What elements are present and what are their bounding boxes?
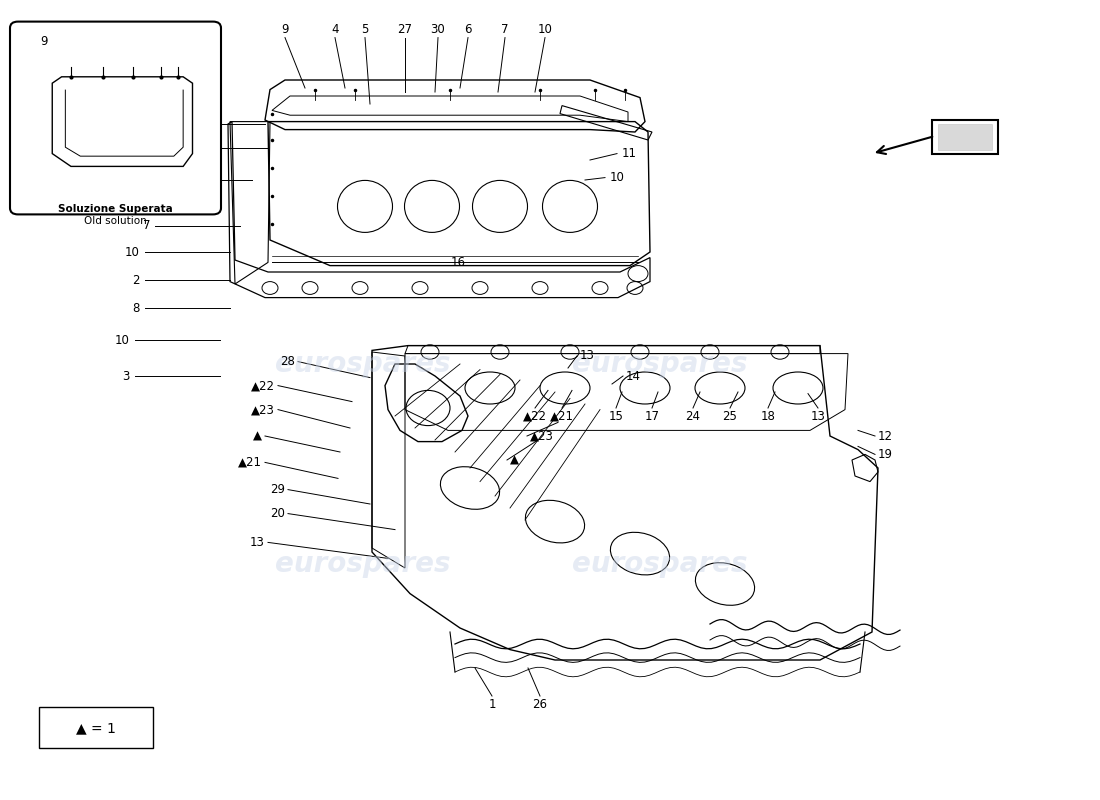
Text: 16: 16: [451, 256, 465, 269]
Text: 28: 28: [280, 355, 295, 368]
Text: 20: 20: [271, 507, 285, 520]
Text: ▲22: ▲22: [251, 379, 275, 392]
Text: 17: 17: [645, 410, 660, 422]
Text: ▲ = 1: ▲ = 1: [76, 721, 116, 735]
Text: 25: 25: [723, 410, 737, 422]
Text: 7: 7: [502, 23, 508, 36]
Text: ▲21: ▲21: [550, 410, 574, 422]
Text: eurospares: eurospares: [572, 550, 748, 578]
Text: 8: 8: [133, 302, 140, 314]
Text: ▲22: ▲22: [522, 410, 547, 422]
Text: 13: 13: [580, 350, 595, 362]
Text: 9: 9: [282, 23, 288, 36]
Polygon shape: [938, 124, 992, 150]
Text: 10: 10: [538, 23, 552, 36]
Text: 19: 19: [878, 448, 893, 461]
Text: 24: 24: [685, 410, 701, 422]
Text: 10: 10: [125, 246, 140, 258]
Text: 18: 18: [760, 410, 775, 422]
Text: 9: 9: [40, 35, 47, 48]
Text: 4: 4: [331, 23, 339, 36]
Text: 10: 10: [610, 171, 625, 184]
Text: ▲23: ▲23: [530, 430, 554, 442]
Text: Old solution: Old solution: [84, 216, 146, 226]
Text: 1: 1: [488, 698, 496, 710]
Text: 11: 11: [621, 147, 637, 160]
Text: 10: 10: [116, 334, 130, 346]
Text: 3: 3: [122, 370, 130, 382]
Text: ▲: ▲: [510, 454, 519, 466]
Text: 10: 10: [155, 174, 170, 186]
FancyBboxPatch shape: [10, 22, 221, 214]
Text: 6: 6: [464, 23, 472, 36]
Text: 9: 9: [183, 142, 190, 154]
Text: eurospares: eurospares: [275, 550, 451, 578]
Text: 13: 13: [811, 410, 825, 422]
Text: 15: 15: [608, 410, 624, 422]
Text: 5: 5: [361, 23, 368, 36]
Text: 10: 10: [175, 118, 190, 130]
FancyBboxPatch shape: [39, 707, 153, 748]
Text: 13: 13: [250, 536, 265, 549]
Text: 14: 14: [626, 370, 641, 382]
Text: ▲: ▲: [253, 430, 262, 442]
Text: 2: 2: [132, 274, 140, 286]
Text: 29: 29: [270, 483, 285, 496]
Text: 30: 30: [430, 23, 446, 36]
Text: 26: 26: [532, 698, 548, 710]
Text: ▲23: ▲23: [251, 403, 275, 416]
Text: eurospares: eurospares: [275, 350, 451, 378]
Text: eurospares: eurospares: [572, 350, 748, 378]
Text: 12: 12: [878, 430, 893, 442]
Text: 27: 27: [397, 23, 412, 36]
Text: 7: 7: [143, 219, 150, 232]
Text: ▲21: ▲21: [238, 456, 262, 469]
Text: Soluzione Superata: Soluzione Superata: [57, 204, 173, 214]
